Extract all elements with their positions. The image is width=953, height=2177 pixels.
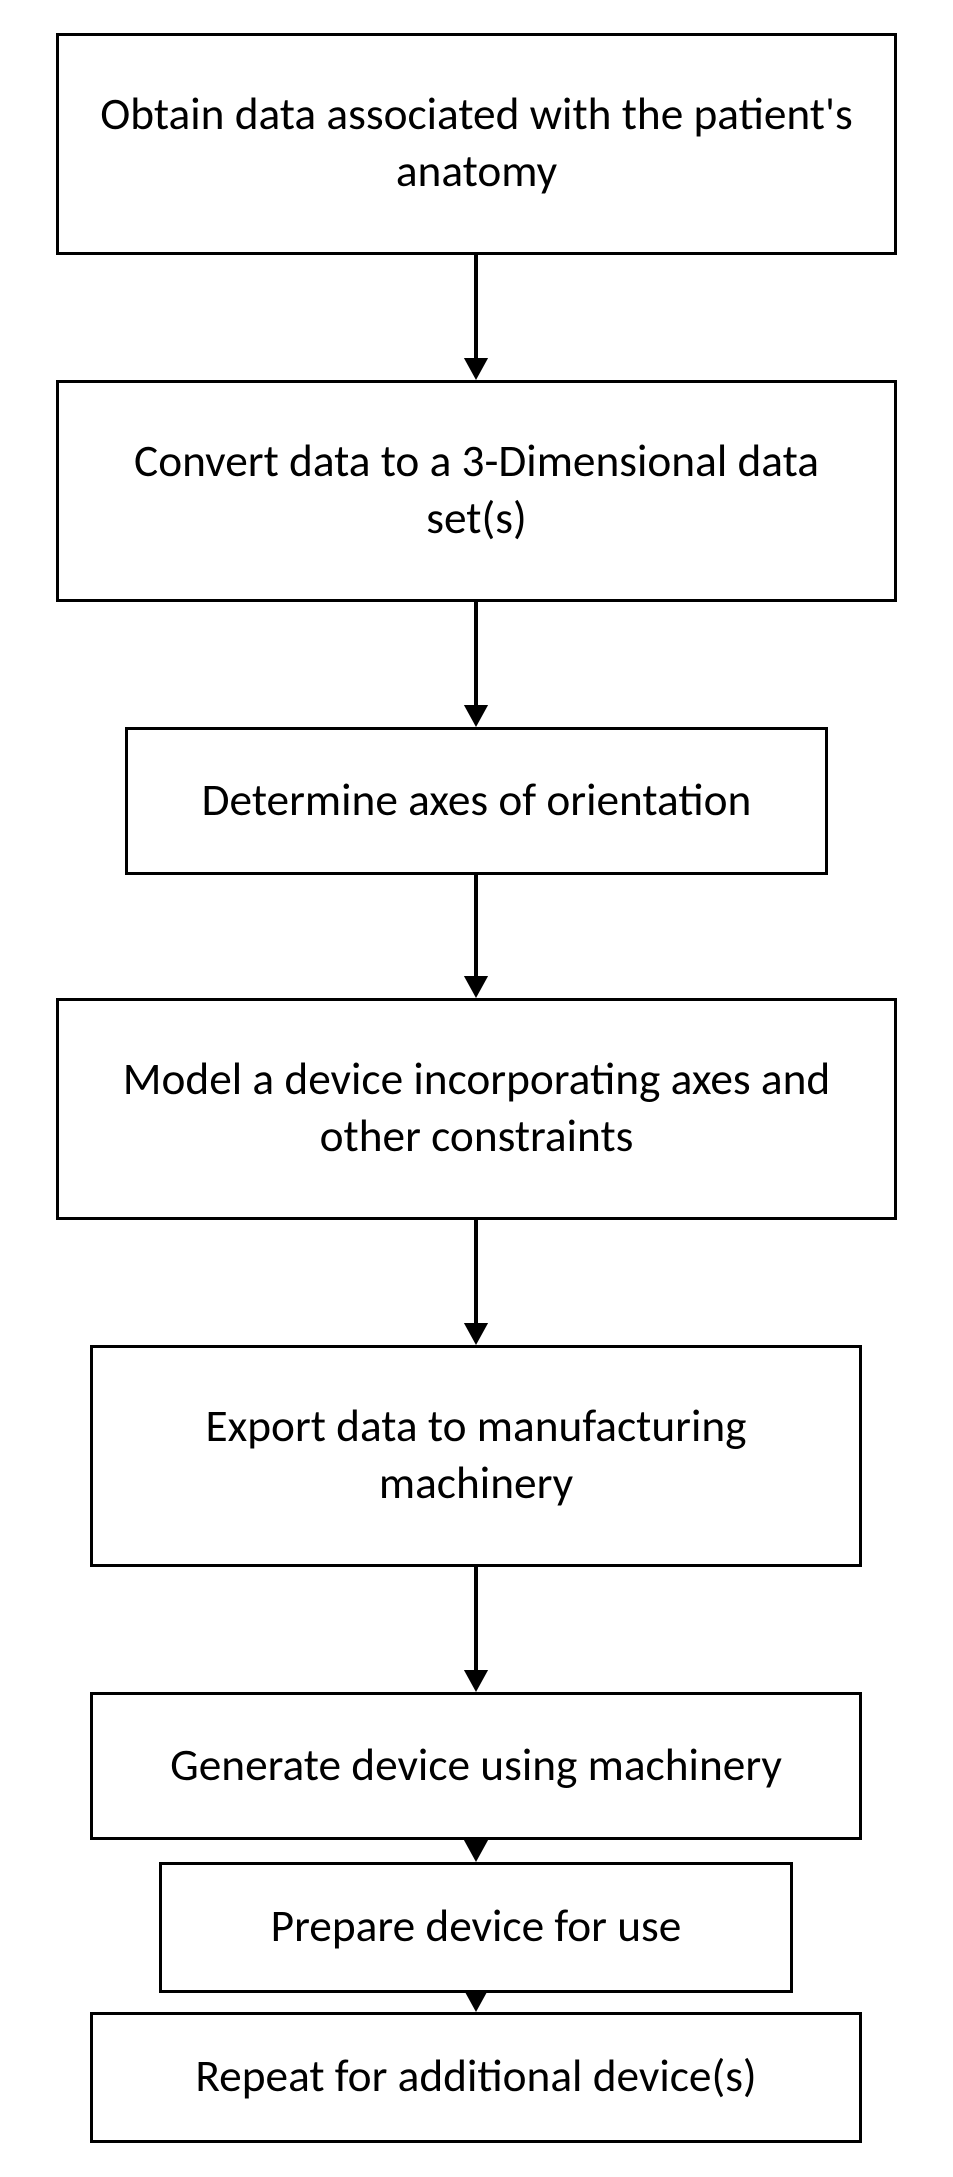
flow-node-label: Generate device using machinery xyxy=(170,1738,782,1795)
flow-node-6: Prepare device for use xyxy=(159,1862,793,1993)
flow-node-1: Convert data to a 3-Dimensional data set… xyxy=(56,380,897,602)
flowchart-canvas: Obtain data associated with the patient'… xyxy=(0,0,953,2177)
flow-node-4: Export data to manufacturing machinery xyxy=(90,1345,862,1567)
flow-node-label: Export data to manufacturing machinery xyxy=(121,1399,831,1512)
flow-node-label: Determine axes of orientation xyxy=(202,773,752,830)
flow-node-2: Determine axes of orientation xyxy=(125,727,828,875)
flow-node-5: Generate device using machinery xyxy=(90,1692,862,1840)
flow-node-label: Obtain data associated with the patient'… xyxy=(87,87,866,200)
flow-node-label: Model a device incorporating axes and ot… xyxy=(87,1052,866,1165)
flow-node-7: Repeat for additional device(s) xyxy=(90,2012,862,2143)
flow-node-label: Prepare device for use xyxy=(271,1899,682,1956)
flow-node-label: Convert data to a 3-Dimensional data set… xyxy=(87,434,866,547)
flow-node-label: Repeat for additional device(s) xyxy=(195,2049,756,2106)
flow-node-3: Model a device incorporating axes and ot… xyxy=(56,998,897,1220)
flow-node-0: Obtain data associated with the patient'… xyxy=(56,33,897,255)
